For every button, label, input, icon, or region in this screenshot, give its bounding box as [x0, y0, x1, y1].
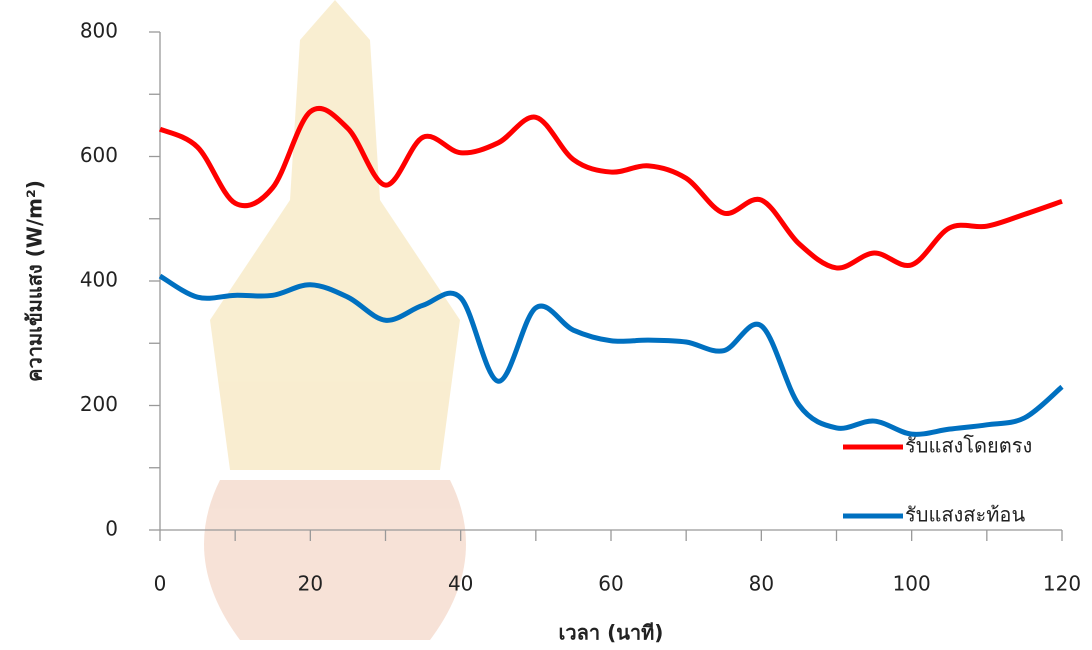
x-tick-label: 120 [1043, 572, 1081, 596]
x-tick-label: 60 [598, 572, 623, 596]
y-tick-label: 400 [80, 268, 118, 292]
y-axis-title: ความเข้มแสง (W/m²) [23, 180, 47, 382]
legend-label: รับแสงโดยตรง [905, 434, 1032, 458]
chart: เวลา (นาที) ความเข้มแสง (W/m²) 020040060… [0, 0, 1092, 650]
x-tick-label: 80 [749, 572, 774, 596]
x-tick-label: 20 [298, 572, 323, 596]
y-tick-label: 0 [105, 517, 118, 541]
x-tick-label: 100 [893, 572, 931, 596]
x-tick-label: 40 [448, 572, 473, 596]
watermark [204, 0, 466, 640]
y-tick-label: 600 [80, 143, 118, 167]
x-axis-title: เวลา (นาที) [559, 621, 664, 645]
legend-label: รับแสงสะท้อน [905, 503, 1025, 527]
x-tick-label: 0 [154, 572, 167, 596]
y-tick-label: 200 [80, 392, 118, 416]
y-tick-label: 800 [80, 19, 118, 43]
